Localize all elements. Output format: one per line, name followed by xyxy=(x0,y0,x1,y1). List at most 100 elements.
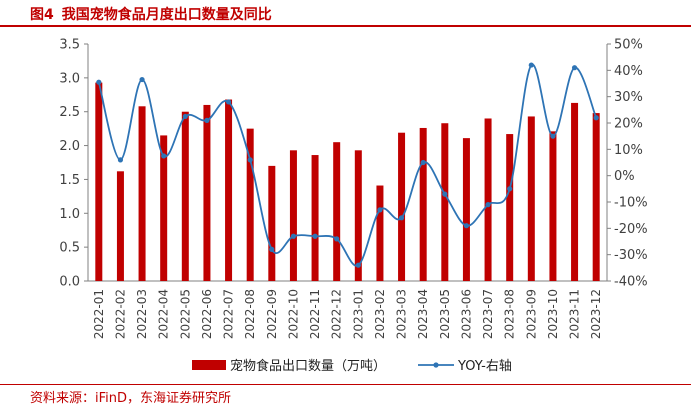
yoy-point xyxy=(312,233,318,239)
figure-number: 图4 xyxy=(30,7,54,23)
bar xyxy=(398,132,406,281)
x-tick-label: 2023-12 xyxy=(589,289,603,339)
right-tick-label: -20% xyxy=(614,222,648,237)
yoy-point xyxy=(571,65,578,71)
left-tick-label: 3.5 xyxy=(59,38,80,53)
bar xyxy=(592,113,600,281)
bar xyxy=(354,150,362,281)
left-tick-label: 3.0 xyxy=(59,71,80,86)
bar xyxy=(268,165,276,281)
yoy-point xyxy=(269,246,275,252)
source-note: 资料来源：iFinD，东海证券研究所 xyxy=(30,391,232,406)
bar xyxy=(571,102,579,281)
bar xyxy=(333,142,341,281)
x-tick-label: 2023-06 xyxy=(459,289,473,339)
yoy-point xyxy=(593,115,599,121)
right-tick-label: 20% xyxy=(614,117,643,132)
bar xyxy=(376,185,384,281)
x-tick-label: 2023-07 xyxy=(481,289,495,339)
x-tick-label: 2022-03 xyxy=(135,289,149,339)
left-tick-label: 0.0 xyxy=(59,275,80,290)
bar xyxy=(181,111,189,281)
bar xyxy=(549,131,557,281)
yoy-point xyxy=(204,117,210,123)
title-rule xyxy=(0,25,691,27)
left-tick-label: 2.5 xyxy=(59,105,80,120)
x-tick-label: 2022-04 xyxy=(157,289,171,339)
x-tick-label: 2022-07 xyxy=(222,289,236,339)
right-tick-label: 30% xyxy=(614,90,643,105)
figure-title: 图4 我国宠物食品月度出口数量及同比 xyxy=(30,4,272,24)
bar xyxy=(246,128,254,281)
x-tick-label: 2023-03 xyxy=(395,289,409,339)
yoy-point xyxy=(398,215,405,221)
x-tick-label: 2022-09 xyxy=(265,289,279,339)
bar xyxy=(160,135,168,281)
bar xyxy=(484,118,492,281)
left-tick-label: 1.5 xyxy=(59,173,80,188)
x-tick-label: 2023-02 xyxy=(373,289,387,339)
x-tick-label: 2023-04 xyxy=(416,289,430,339)
legend-bar-swatch xyxy=(192,360,226,370)
right-tick-label: -10% xyxy=(614,196,648,211)
yoy-point xyxy=(355,262,361,268)
legend-line-marker xyxy=(433,362,439,368)
bar xyxy=(462,138,470,281)
yoy-point xyxy=(225,99,232,105)
yoy-point xyxy=(182,113,188,120)
left-tick-label: 1.0 xyxy=(59,207,80,222)
x-tick-label: 2023-09 xyxy=(524,289,538,339)
yoy-point xyxy=(377,207,383,213)
right-tick-label: 40% xyxy=(614,64,643,79)
right-tick-label: 50% xyxy=(614,38,643,53)
right-tick-label: -30% xyxy=(614,248,648,263)
figure-title-text: 我国宠物食品月度出口数量及同比 xyxy=(61,7,272,23)
x-tick-label: 2022-11 xyxy=(308,289,322,339)
yoy-point xyxy=(290,233,297,239)
x-tick-label: 2022-08 xyxy=(243,289,257,339)
legend-bar-label: 宠物食品出口数量（万吨） xyxy=(230,358,386,374)
x-tick-label: 2022-12 xyxy=(330,289,344,339)
bar xyxy=(95,82,103,282)
yoy-point xyxy=(161,153,167,159)
x-tick-label: 2023-01 xyxy=(351,289,365,339)
left-tick-label: 0.5 xyxy=(59,241,80,256)
x-tick-label: 2022-05 xyxy=(178,289,192,339)
x-tick-label: 2023-08 xyxy=(503,289,517,339)
bar xyxy=(506,134,514,281)
x-tick-label: 2022-10 xyxy=(286,289,300,339)
yoy-point xyxy=(528,62,534,68)
left-tick-label: 2.0 xyxy=(59,139,80,154)
x-tick-label: 2022-01 xyxy=(92,289,106,339)
yoy-point xyxy=(334,236,340,242)
bar xyxy=(419,127,427,281)
yoy-point xyxy=(117,157,124,163)
yoy-point xyxy=(550,133,556,139)
bar xyxy=(527,116,535,281)
bar xyxy=(138,106,146,281)
source-rule xyxy=(0,384,691,385)
x-tick-label: 2023-11 xyxy=(568,289,582,339)
right-tick-label: -40% xyxy=(614,275,648,290)
bar xyxy=(311,155,319,281)
yoy-point xyxy=(442,191,448,197)
yoy-line xyxy=(97,64,598,267)
right-tick-label: 10% xyxy=(614,143,643,158)
legend-line-label: YOY-右轴 xyxy=(457,359,512,374)
yoy-point xyxy=(139,76,145,83)
yoy-point xyxy=(420,159,426,166)
yoy-point xyxy=(463,223,470,229)
bar xyxy=(441,123,449,282)
yoy-point xyxy=(485,202,491,208)
bar xyxy=(116,171,124,281)
bar xyxy=(289,150,297,281)
x-tick-label: 2023-05 xyxy=(438,289,452,339)
x-tick-label: 2022-06 xyxy=(200,289,214,339)
bar xyxy=(203,104,211,281)
bar xyxy=(225,99,233,281)
yoy-point xyxy=(507,186,513,192)
yoy-point xyxy=(247,157,253,163)
x-tick-label: 2023-10 xyxy=(546,289,560,339)
x-tick-label: 2022-02 xyxy=(113,289,127,339)
